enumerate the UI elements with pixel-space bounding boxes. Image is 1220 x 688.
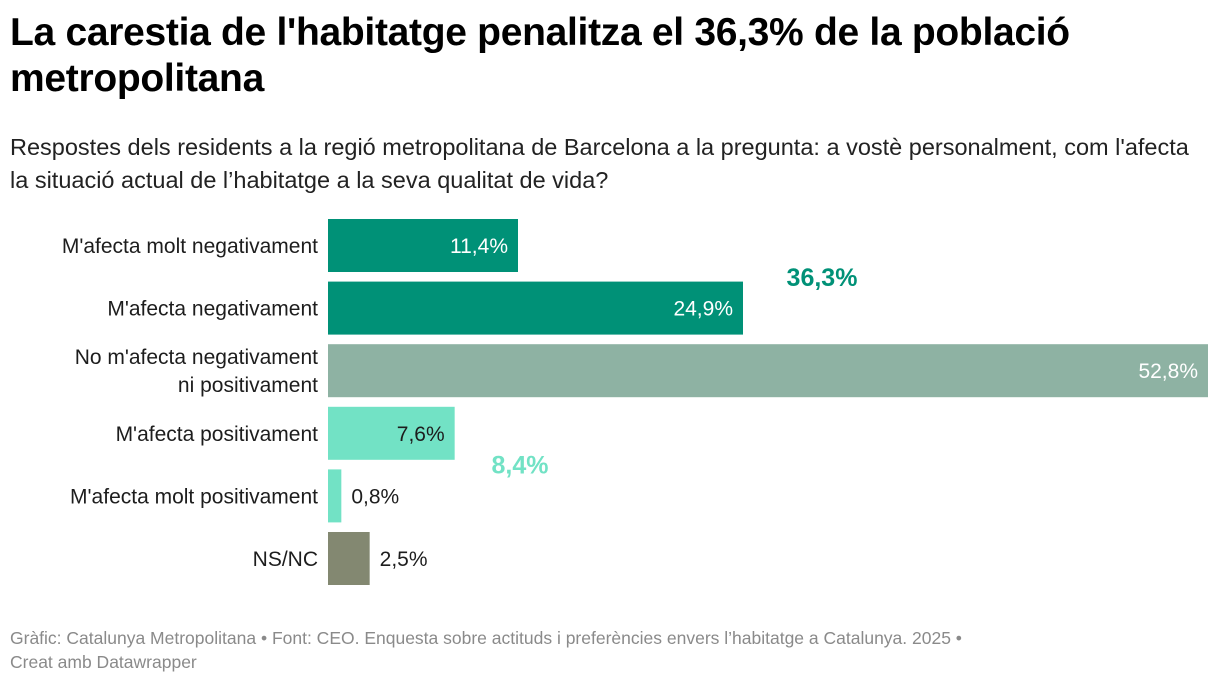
footer-credits: Gràfic: Catalunya Metropolitana • Font: … bbox=[10, 628, 962, 648]
category-label-5: NS/NC bbox=[253, 548, 318, 571]
chart-footer: Gràfic: Catalunya Metropolitana • Font: … bbox=[10, 626, 1210, 674]
category-label-2-1: ni positivament bbox=[178, 374, 318, 397]
value-label-3: 7,6% bbox=[397, 423, 445, 446]
category-label-0: M'afecta molt negativament bbox=[62, 235, 318, 258]
value-label-1: 24,9% bbox=[673, 298, 733, 321]
category-label-1: M'afecta negativament bbox=[107, 298, 318, 321]
bar-2 bbox=[328, 344, 1208, 398]
category-label-4: M'afecta molt positivament bbox=[70, 485, 318, 508]
category-label-3: M'afecta positivament bbox=[116, 423, 319, 446]
value-label-0: 11,4% bbox=[450, 235, 508, 258]
chart-title: La carestia de l'habitatge penalitza el … bbox=[10, 11, 1070, 100]
value-label-2: 52,8% bbox=[1138, 360, 1198, 383]
footer-tool: Creat amb Datawrapper bbox=[10, 652, 197, 672]
bar-chart: M'afecta molt negativament 11,4% M'afecta … bbox=[62, 219, 1208, 585]
group-annotation-1: 8,4% bbox=[492, 452, 549, 480]
group-annotation-0: 36,3% bbox=[787, 264, 858, 292]
bar-1 bbox=[328, 281, 743, 335]
value-label-4: 0,8% bbox=[351, 485, 399, 508]
bar-4 bbox=[328, 469, 342, 523]
bar-5 bbox=[328, 532, 370, 585]
bar-3 bbox=[328, 406, 455, 460]
category-label-2-0: No m'afecta negativament bbox=[75, 346, 318, 369]
bar-0 bbox=[328, 219, 518, 272]
value-label-5: 2,5% bbox=[380, 548, 428, 571]
chart-subtitle: Respostes dels residents a la regió metr… bbox=[10, 134, 1189, 193]
